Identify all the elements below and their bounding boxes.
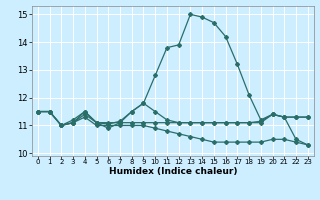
X-axis label: Humidex (Indice chaleur): Humidex (Indice chaleur) bbox=[108, 167, 237, 176]
